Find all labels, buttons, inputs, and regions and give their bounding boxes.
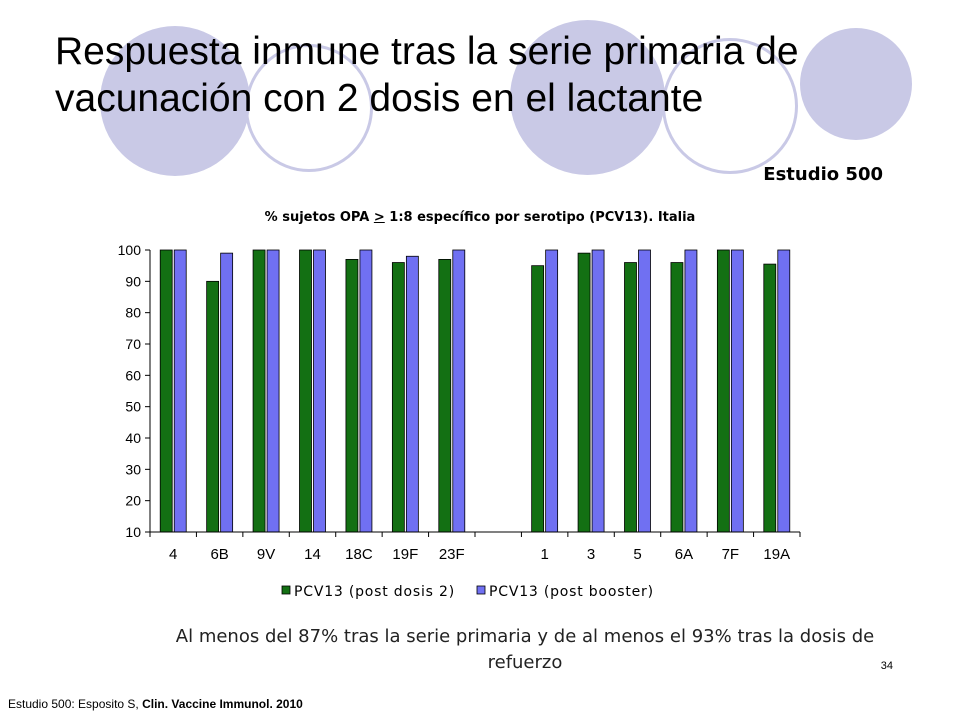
decorative-ring-2 [662,38,798,174]
decorative-ring-1 [245,44,373,172]
bar-post-booster-9V [266,249,280,533]
x-tick-label: 19A [763,546,790,563]
chart-title-part1: % sujetos OPA [264,210,374,225]
x-tick-label: 4 [169,546,177,563]
study-label: Estudio 500 [763,164,883,185]
bar-post-dosis-2-18C [345,258,359,533]
x-tick-label: 18C [345,546,373,563]
page-number: 34 [880,660,893,672]
x-tick-label: 7F [722,546,740,563]
citation-authors: Estudio 500: Esposito S, [8,697,143,711]
decorative-circle-2 [510,20,665,175]
y-tick-label: 10 [125,524,141,540]
bar-post-dosis-2-1 [531,265,545,533]
slide-title: Respuesta inmune tras la serie primaria … [55,30,799,120]
citation-journal: Clin. Vaccine Immunol. 2010 [142,697,303,711]
y-tick-label: 100 [118,242,142,258]
x-tick-label: 3 [587,546,595,563]
bar-post-booster-14 [313,249,326,533]
bar-post-dosis-2-14 [299,249,312,533]
bar-post-dosis-2-7F [716,249,730,533]
x-tick-label: 6A [675,546,693,563]
y-tick-label: 70 [125,336,141,352]
y-tick-label: 30 [125,461,141,477]
bar-post-booster-3 [591,249,605,533]
decorative-circle-1 [100,26,250,176]
legend: PCV13 (post dosis 2) PCV13 (post booster) [281,584,654,600]
bar-post-booster-6B [220,252,234,533]
decorative-circle-3 [800,28,912,140]
citation: Estudio 500: Esposito S, Clin. Vaccine I… [8,697,303,711]
legend-swatch-post-booster [476,585,486,595]
bar-post-dosis-2-19A [763,263,777,533]
bar-post-dosis-2-6A [670,262,684,533]
axes-layer: 10 20 30 40 50 60 70 80 90 100 4 6B 9V 14 18C 19F 23F 1 3 5… [118,242,801,563]
x-tick-label: 1 [540,546,548,563]
legend-swatch-post-dosis-2 [281,585,291,595]
bar-post-booster-19A [777,249,791,533]
bar-post-booster-19F [405,255,419,533]
chart-title-part2: 1:8 específico por serotipo (PCV13). Ita… [384,210,696,225]
chart-title: % sujetos OPA > 1:8 específico por serot… [0,210,960,225]
legend-label-post-dosis-2: PCV13 (post dosis 2) [294,584,455,600]
bar-post-dosis-2-5 [624,262,637,533]
x-tick-label: 9V [257,546,275,563]
bar-post-booster-7F [730,249,744,533]
x-tick-label: 14 [304,546,321,563]
bar-post-booster-23F [452,249,466,533]
legend-label-post-booster: PCV13 (post booster) [489,584,654,600]
x-tick-label: 6B [210,546,228,563]
bar-post-booster-1 [545,249,559,533]
x-tick-label: 5 [633,546,641,563]
y-tick-label: 60 [125,367,141,383]
chart-title-underlined: > [373,210,385,225]
bar-post-booster-18C [359,249,373,533]
bar-post-dosis-2-23F [438,258,452,533]
x-tick-label: 19F [392,546,418,563]
y-tick-label: 20 [125,493,141,509]
bar-post-dosis-2-19F [391,262,405,533]
y-tick-label: 50 [125,399,141,415]
bar-post-dosis-2-4 [159,249,173,533]
y-tick-label: 90 [125,273,141,289]
bar-post-booster-5 [638,249,651,533]
bar-post-booster-4 [173,249,187,533]
y-tick-label: 40 [125,430,141,446]
bar-post-booster-6A [684,249,698,533]
y-tick-label: 80 [125,305,141,321]
x-tick-label: 23F [439,546,465,563]
bar-post-dosis-2-3 [577,252,591,533]
bars-layer [159,249,791,533]
conclusion-text: Al menos del 87% tras la serie primaria … [175,626,875,673]
bar-post-dosis-2-9V [252,249,266,533]
bar-post-dosis-2-6B [206,280,220,533]
